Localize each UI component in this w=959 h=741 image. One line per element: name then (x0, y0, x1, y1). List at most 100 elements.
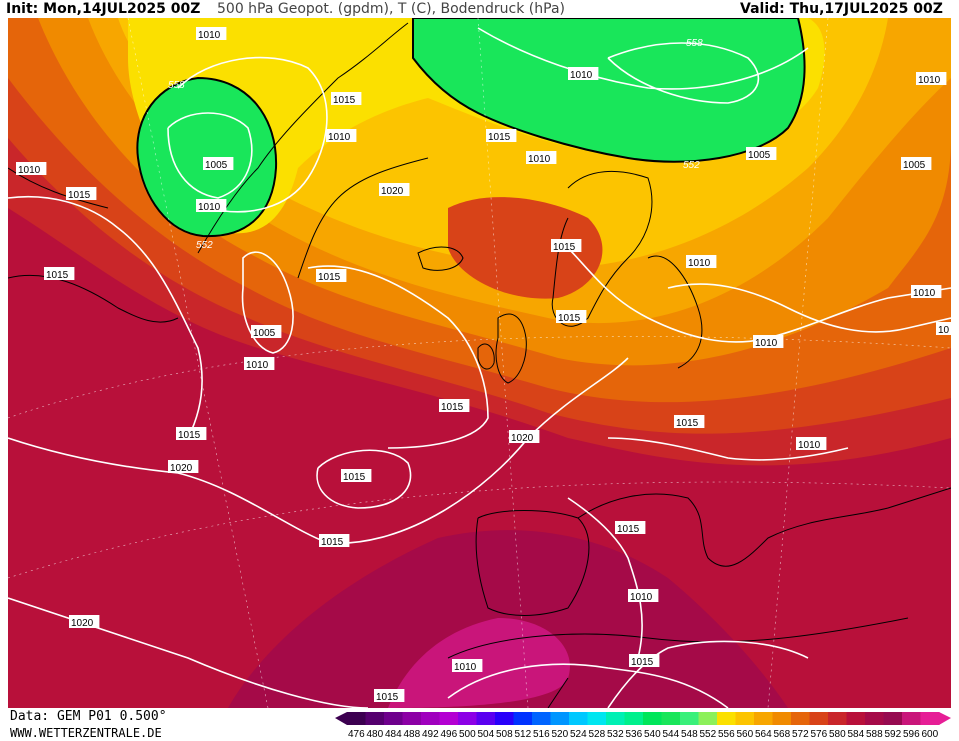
isobar-label-text: 1015 (631, 657, 654, 668)
scale-swatch (643, 712, 662, 725)
isobar-label-text: 1005 (903, 160, 926, 171)
coast-greenland (197, 22, 429, 279)
scale-tick-label: 596 (903, 729, 920, 740)
isobar-label-box (176, 427, 207, 440)
scale-tick-label: 528 (589, 729, 606, 740)
coast-britain (495, 313, 527, 384)
isobar-label-box (168, 460, 199, 473)
chart-header: Init: Mon,14JUL2025 00Z 500 hPa Geopot. … (0, 0, 959, 18)
isobar-label: 1020 (168, 460, 199, 474)
isobar-1005-cut (241, 251, 294, 354)
isobar-label-box (66, 187, 97, 200)
scale-tick-label: 516 (533, 729, 550, 740)
coast-iberia (475, 510, 590, 616)
isobar-label: 1020 (509, 430, 540, 444)
isobar-label-text: 1015 (558, 313, 581, 324)
isobar-label: 1020 (69, 615, 100, 629)
isobar-label-box (629, 654, 660, 667)
isobar-label: 1010 (568, 67, 599, 81)
scale-swatch (550, 712, 570, 725)
color-scale-bar (335, 712, 951, 725)
isobar-1020-south (8, 597, 369, 708)
isobar-label: 1015 (674, 415, 705, 429)
scale-swatch (791, 712, 810, 725)
meridian-3 (767, 18, 829, 708)
scale-tick-label: 572 (792, 729, 809, 740)
isobar-label-text: 1010 (246, 360, 269, 371)
isobar-label-box (936, 322, 951, 335)
chart-title: 500 hPa Geopot. (gpdm), T (C), Bodendruc… (217, 1, 565, 17)
isobar-label: 10 (936, 322, 951, 336)
isobar-label-text: 1015 (333, 95, 356, 106)
scale-tick-label: 584 (848, 729, 865, 740)
isobar-label-box (196, 27, 227, 40)
isobar-label-text: 1020 (71, 618, 94, 629)
data-source: Data: GEM P01 0.500° (10, 709, 167, 724)
scale-max-arrow (939, 712, 951, 725)
scale-tick-label: 548 (681, 729, 698, 740)
scale-swatch (587, 712, 607, 725)
isobar-1015-west (8, 195, 203, 439)
scale-tick-label: 532 (607, 729, 624, 740)
geopotential-label: 558 (168, 80, 185, 91)
scale-tick-label: 576 (811, 729, 828, 740)
parallel-2 (8, 481, 951, 579)
scale-tick-label: 536 (626, 729, 643, 740)
scale-swatch (513, 712, 533, 725)
isobar-label: 1010 (686, 255, 717, 269)
scale-swatch (717, 712, 736, 725)
isobar-label-box (452, 659, 483, 672)
isobar-label: 1015 (341, 469, 372, 483)
coast-baltic (647, 255, 703, 369)
isobar-label-box (196, 199, 227, 212)
isobar-1015-low (316, 449, 412, 509)
isobar-label-box (486, 129, 517, 142)
isobar-label-text: 1015 (617, 524, 640, 535)
scale-swatch (365, 712, 385, 725)
isobar-label-text: 1015 (488, 132, 511, 143)
isobar-label: 1010 (526, 151, 557, 165)
isobar-label-text: 1010 (688, 258, 711, 269)
isobar-label-text: 1005 (748, 150, 771, 161)
scale-tick-label: 560 (737, 729, 754, 740)
isobar-label-text: 1010 (918, 75, 941, 86)
geopotential-label: 552 (196, 240, 213, 251)
isobar-label: 1015 (486, 129, 517, 143)
isobar-label-text: 1010 (630, 592, 653, 603)
scale-tick-label: 512 (515, 729, 532, 740)
isobar-label: 1010 (196, 27, 227, 41)
isobar-label: 1005 (203, 157, 234, 171)
scale-tick-label: 580 (829, 729, 846, 740)
isobar-1015-south (607, 437, 849, 461)
isobar-label: 1020 (379, 183, 410, 197)
scale-swatch (569, 712, 588, 725)
isobar-label: 1005 (901, 157, 932, 171)
isobar-label-box (674, 415, 705, 428)
isobar-1005-arctic (607, 42, 760, 104)
scale-swatch (606, 712, 625, 725)
scale-tick-label: 524 (570, 729, 587, 740)
scale-tick-label: 592 (885, 729, 902, 740)
geopotential-label: 558 (686, 38, 703, 49)
scale-swatch (902, 712, 921, 725)
isobar-label-box (316, 269, 347, 282)
isobar-label-box (568, 67, 599, 80)
isobar-label-box (753, 335, 784, 348)
isobar-label-box (379, 183, 410, 196)
isobar-label: 1010 (916, 72, 947, 86)
coast-europe-south (577, 487, 951, 567)
isobar-label-text: 1015 (46, 270, 69, 281)
scale-swatch (735, 712, 755, 725)
isobar-label-box (551, 239, 582, 252)
scale-swatch (920, 712, 940, 725)
isobar-label: 1015 (316, 269, 347, 283)
isobar-label-box (319, 534, 350, 547)
scale-swatch (347, 712, 366, 725)
isobar-label-box (901, 157, 932, 170)
scale-swatch (476, 712, 496, 725)
low-arctic (412, 18, 806, 163)
isobar-label: 1015 (319, 534, 350, 548)
scale-tick-label: 540 (644, 729, 661, 740)
